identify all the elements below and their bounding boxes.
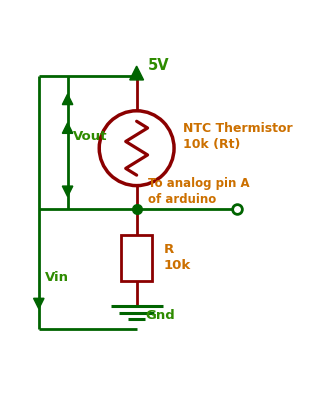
Text: Vout: Vout xyxy=(73,130,108,143)
Text: NTC Thermistor
10k (Rt): NTC Thermistor 10k (Rt) xyxy=(183,122,292,151)
Text: Vin: Vin xyxy=(44,271,68,284)
Polygon shape xyxy=(34,298,44,309)
Polygon shape xyxy=(62,123,73,133)
Text: 5V: 5V xyxy=(148,58,170,73)
Polygon shape xyxy=(62,94,73,104)
Text: Gnd: Gnd xyxy=(145,309,175,322)
Bar xyxy=(121,234,152,280)
Polygon shape xyxy=(62,186,73,196)
Polygon shape xyxy=(130,66,144,80)
Text: R
10k: R 10k xyxy=(164,243,191,272)
Text: To analog pin A
of arduino: To analog pin A of arduino xyxy=(148,177,250,206)
